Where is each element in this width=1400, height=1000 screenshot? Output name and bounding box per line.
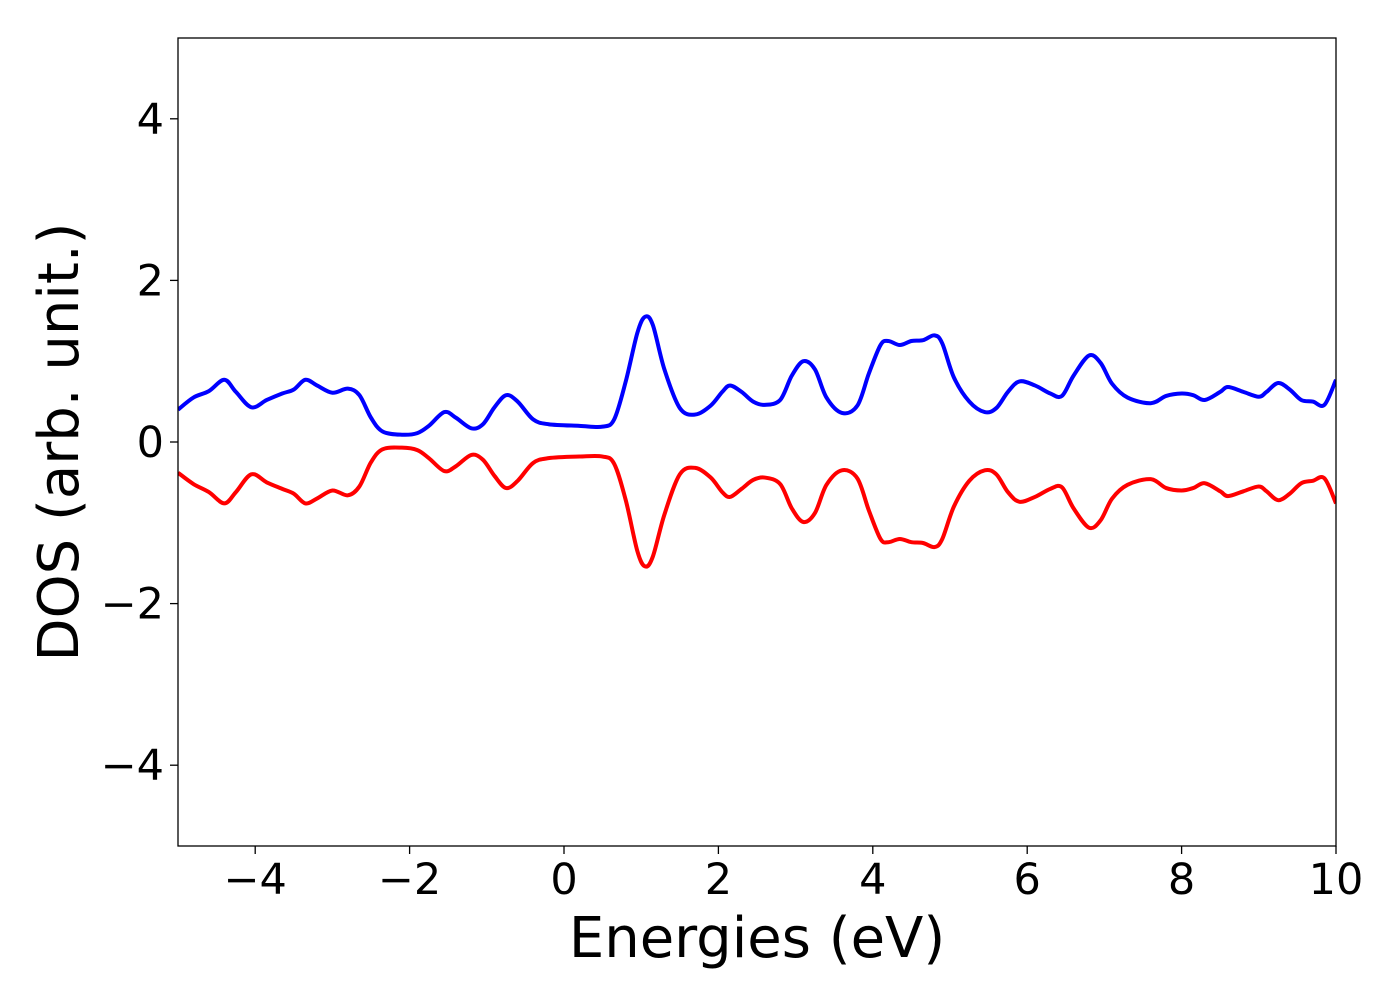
- x-tick-label: −4: [224, 855, 287, 905]
- plot-area: [178, 38, 1336, 846]
- series-line-red: [178, 445, 1336, 569]
- x-axis-title: Energies (eV): [569, 906, 945, 971]
- x-tick-label: 10: [1309, 855, 1364, 905]
- x-tick-label: 6: [1014, 855, 1041, 905]
- series-layer: [178, 314, 1336, 569]
- y-axis-title: DOS (arb. unit.): [27, 222, 92, 661]
- y-tick-label: −4: [101, 741, 164, 791]
- y-tick-label: 0: [137, 418, 164, 468]
- y-tick-label: −2: [101, 580, 164, 630]
- series-line-blue: [178, 314, 1336, 437]
- x-axis-ticks: −4 −2 0 2 4 6 8 10: [224, 846, 1364, 905]
- y-tick-label: 4: [137, 95, 164, 145]
- x-tick-label: −2: [378, 855, 441, 905]
- x-tick-label: 0: [550, 855, 577, 905]
- y-tick-label: 2: [137, 256, 164, 306]
- x-tick-label: 8: [1168, 855, 1195, 905]
- y-axis-ticks: −4 −2 0 2 4: [101, 95, 178, 791]
- x-tick-label: 2: [705, 855, 732, 905]
- x-tick-label: 4: [859, 855, 886, 905]
